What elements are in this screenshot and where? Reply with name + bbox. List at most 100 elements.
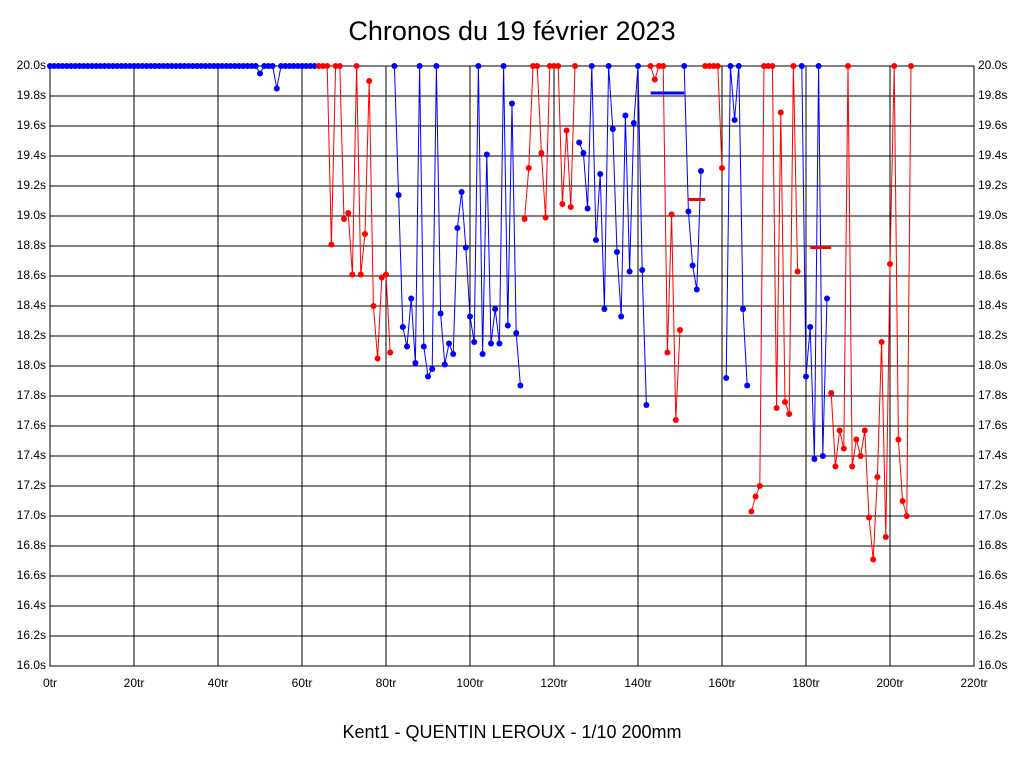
data-point [467,313,473,320]
data-point [160,63,167,69]
data-point [236,63,242,69]
data-point [55,63,62,69]
data-point [408,295,415,302]
y-tick-label: 16.6s [17,568,46,582]
y2-tick-label: 19.8s [978,88,1007,102]
data-point [290,63,297,69]
data-point [68,63,74,69]
data-point [307,63,314,69]
data-point [840,445,847,452]
data-point [156,63,163,69]
y-tick-label: 16.2s [17,628,46,642]
data-point [815,63,822,69]
y2-tick-label: 18.8s [978,238,1007,252]
data-point [626,268,633,275]
data-point [635,63,641,69]
data-point [500,63,507,69]
y-tick-label: 17.2s [17,478,46,492]
x-tick-label: 0tr [43,676,57,690]
data-point [378,274,385,281]
data-point [794,268,801,275]
data-point [433,63,440,69]
data-point [164,63,171,69]
data-point [248,63,255,69]
data-point [740,306,746,312]
data-point [761,63,767,69]
data-point [257,70,263,77]
data-point [903,513,910,519]
data-point [609,126,616,132]
data-point [819,453,826,459]
data-point [895,436,902,443]
data-point [693,286,700,293]
data-point [441,361,448,368]
data-point [269,63,276,69]
y2-tick-label: 16.4s [978,598,1007,612]
data-point [189,63,196,69]
data-point [59,63,66,69]
y-tick-label: 18.6s [17,268,46,282]
x-tick-label: 100tr [456,676,483,690]
data-point [504,322,511,329]
data-point [475,63,482,69]
data-point [660,63,667,69]
y-tick-label: 19.8s [17,88,46,102]
data-point [559,201,566,207]
data-point [80,63,87,69]
y-tick-label: 19.6s [17,118,46,132]
data-point [773,405,780,411]
y-tick-label: 19.4s [17,148,46,162]
data-point [630,120,637,126]
data-point [878,339,885,345]
data-point [252,63,259,69]
y-tick-label: 18.8s [17,238,46,252]
data-point [118,63,125,69]
data-point [618,313,625,320]
data-point [139,63,146,69]
data-point [362,231,368,237]
data-point [219,63,226,69]
data-point [672,417,679,423]
data-point [210,63,217,69]
data-point [370,303,377,309]
data-point [458,189,465,195]
data-point [76,63,83,69]
data-point [584,205,591,212]
data-point [807,324,814,330]
y2-tick-label: 19.4s [978,148,1007,162]
data-point [555,63,562,69]
data-point [521,216,528,222]
x-tick-label: 160tr [708,676,735,690]
y2-tick-label: 17.8s [978,388,1007,402]
data-point [303,63,310,69]
y-tick-label: 20.0s [17,58,46,72]
data-point [601,306,608,312]
data-point [832,463,839,470]
data-point [462,244,469,251]
data-point [450,351,457,357]
data-point [668,211,675,218]
data-point [299,63,305,69]
data-point [425,373,431,380]
data-point [93,63,100,69]
data-point [622,112,629,119]
y2-tick-label: 17.4s [978,448,1007,462]
data-point [483,151,490,158]
data-point [265,63,272,69]
data-point [803,373,809,380]
data-point [454,225,461,231]
data-point [223,63,230,69]
data-point [647,63,654,69]
data-point [899,498,906,504]
data-point [177,63,184,69]
x-tick-label: 180tr [792,676,819,690]
data-point [605,63,612,69]
data-point [341,216,347,222]
y2-tick-label: 17.0s [978,508,1007,522]
y-tick-label: 17.6s [17,418,46,432]
data-point [471,339,478,345]
data-point [194,63,200,69]
y2-tick-label: 16.6s [978,568,1007,582]
data-point [656,63,662,69]
